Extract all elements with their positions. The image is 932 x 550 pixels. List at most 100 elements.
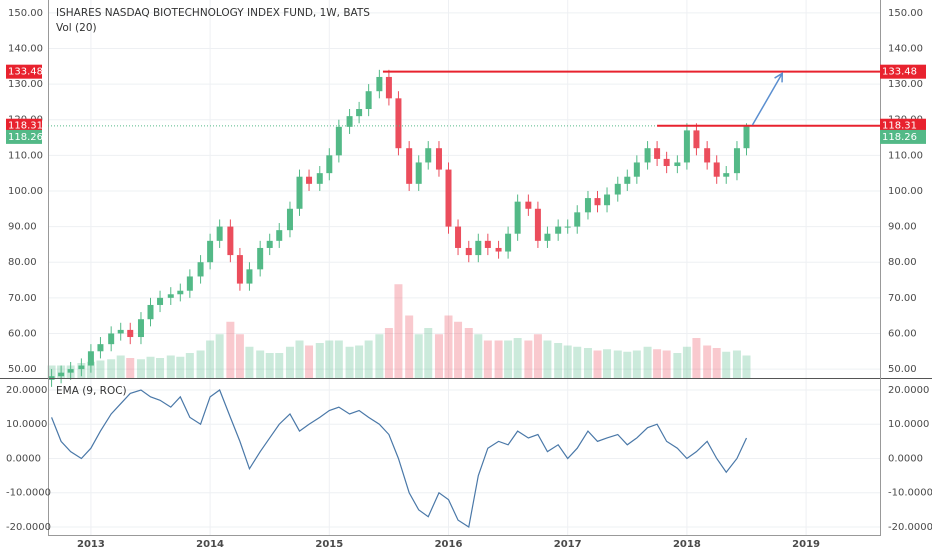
volume-bar — [444, 315, 453, 378]
y2-tick-label: -20.0000 — [6, 522, 51, 533]
candle-body — [435, 148, 442, 170]
candle-body — [266, 240, 273, 248]
candle-body — [216, 226, 223, 241]
candle-body — [415, 162, 422, 184]
candle-body — [674, 162, 681, 167]
volume-bar — [305, 345, 314, 378]
last-price-box — [880, 129, 926, 144]
volume-bar — [235, 334, 244, 378]
candle-body — [365, 91, 372, 110]
x-tick-label: 2019 — [792, 539, 820, 550]
candle-body — [445, 169, 452, 227]
y-tick-label-right: 150.00 — [888, 8, 923, 19]
candle-body — [544, 233, 551, 241]
last-price-box — [6, 129, 42, 144]
volume-bar — [454, 321, 463, 378]
volume-bar — [424, 328, 433, 378]
volume-bar — [166, 355, 175, 378]
volume-bar — [256, 350, 265, 378]
volume-bar — [146, 356, 155, 378]
candle-body — [316, 173, 323, 184]
volume-bar — [533, 334, 542, 378]
candle-body — [395, 98, 402, 149]
candle-body — [296, 176, 303, 209]
price-label: 118.31 — [8, 121, 43, 132]
price-label-box — [880, 64, 926, 79]
y-tick-label: 130.00 — [8, 79, 43, 90]
y-tick-label-right: 50.00 — [888, 364, 917, 375]
price-label-box — [880, 118, 926, 133]
volume-bar — [494, 340, 503, 378]
volume-bar — [662, 350, 671, 378]
y2-tick-label-right: 0.0000 — [888, 453, 923, 464]
candle-body — [484, 240, 491, 248]
last-price-label: 118.26 — [882, 132, 917, 143]
candle-body — [564, 226, 571, 228]
candle-body — [306, 176, 313, 184]
volume-bar — [573, 346, 582, 378]
candle-body — [733, 148, 740, 174]
candle-body — [87, 351, 94, 366]
volume-bar — [245, 346, 254, 378]
candle-body — [594, 198, 601, 206]
candle-body — [624, 176, 631, 184]
volume-bar — [384, 328, 393, 378]
y-tick-label-right: 130.00 — [888, 79, 923, 90]
candle-body — [495, 247, 502, 252]
candle-body — [574, 212, 581, 227]
volume-bar — [196, 350, 205, 378]
volume-bar — [116, 355, 125, 378]
volume-bar — [703, 345, 712, 378]
y-tick-label: 80.00 — [8, 257, 37, 268]
candle-body — [127, 329, 134, 338]
candle-body — [236, 255, 243, 284]
y2-tick-label-right: -20.0000 — [888, 522, 932, 533]
candle-body — [555, 226, 562, 234]
volume-bar — [732, 350, 741, 378]
volume-bar — [285, 346, 294, 378]
candle-body — [246, 269, 253, 284]
x-tick-label: 2017 — [554, 539, 582, 550]
price-label: 133.48 — [8, 67, 43, 78]
y-tick-label-right: 60.00 — [888, 328, 917, 339]
candle-body — [644, 148, 651, 163]
candle-body — [475, 240, 482, 256]
y-tick-label: 140.00 — [8, 43, 43, 54]
volume-bar — [215, 334, 224, 378]
candle-body — [335, 126, 342, 156]
candle-body — [117, 329, 124, 334]
indicator-line — [51, 389, 748, 528]
x-tick-label: 2016 — [435, 539, 463, 550]
volume-bar — [434, 334, 443, 378]
marks — [47, 69, 751, 528]
volume-bar — [583, 348, 592, 378]
candle-body — [723, 173, 730, 177]
last-price-label: 118.26 — [8, 132, 43, 143]
y-tick-label-right: 80.00 — [888, 257, 917, 268]
volume-bar — [275, 353, 284, 378]
volume-bar — [563, 345, 572, 378]
volume-bar — [742, 355, 751, 378]
x-tick-label: 2013 — [77, 539, 105, 550]
candle-body — [455, 226, 462, 248]
volume-bar — [325, 340, 334, 378]
candle-body — [633, 162, 640, 177]
volume-bar — [355, 345, 364, 378]
candle-body — [78, 365, 85, 370]
y-tick-label-right: 110.00 — [888, 150, 923, 161]
candle-body — [743, 125, 750, 149]
volume-bar — [554, 343, 563, 378]
volume-bar — [345, 346, 354, 378]
x-tick-label: 2014 — [196, 539, 224, 550]
y2-tick-label: 10.0000 — [6, 419, 47, 430]
volume-bar — [504, 340, 513, 378]
volume-bar — [176, 356, 185, 378]
candle-body — [97, 344, 104, 352]
candle-body — [67, 369, 74, 373]
y2-tick-label: 0.0000 — [6, 453, 41, 464]
y-tick-label: 90.00 — [8, 222, 37, 233]
volume-bar — [673, 353, 682, 378]
volume-bar — [632, 350, 641, 378]
grid — [48, 0, 880, 535]
